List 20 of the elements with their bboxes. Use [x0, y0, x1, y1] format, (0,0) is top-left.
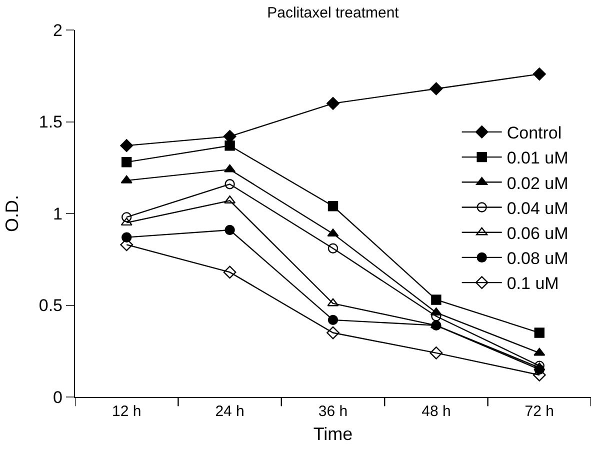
x-tick-label: 24 h [215, 403, 244, 420]
y-axis-title: O.D. [2, 194, 22, 232]
x-tick-label: 72 h [524, 403, 554, 420]
y-tick-label: 0.5 [38, 296, 62, 316]
y-tick-label: 1 [53, 204, 62, 224]
x-tick-label: 36 h [318, 403, 348, 420]
legend-label: 0.01 uM [506, 148, 568, 168]
legend-label: 0.08 uM [506, 249, 568, 268]
legend-label: 0.04 uM [506, 198, 568, 218]
y-tick-label: 0 [53, 388, 62, 407]
y-tick-label: 2 [53, 20, 62, 40]
x-axis-title: Time [313, 424, 353, 444]
legend-label: 0.02 uM [506, 174, 568, 193]
chart-title: Paclitaxel treatment [267, 4, 400, 22]
legend-label: 0.1 uM [506, 274, 559, 294]
legend-label: Control [506, 124, 562, 143]
x-tick-label: 48 h [422, 403, 451, 420]
x-tick-label: 12 h [112, 403, 142, 420]
y-tick-label: 1.5 [38, 112, 62, 132]
legend-label: 0.06 uM [506, 224, 568, 243]
